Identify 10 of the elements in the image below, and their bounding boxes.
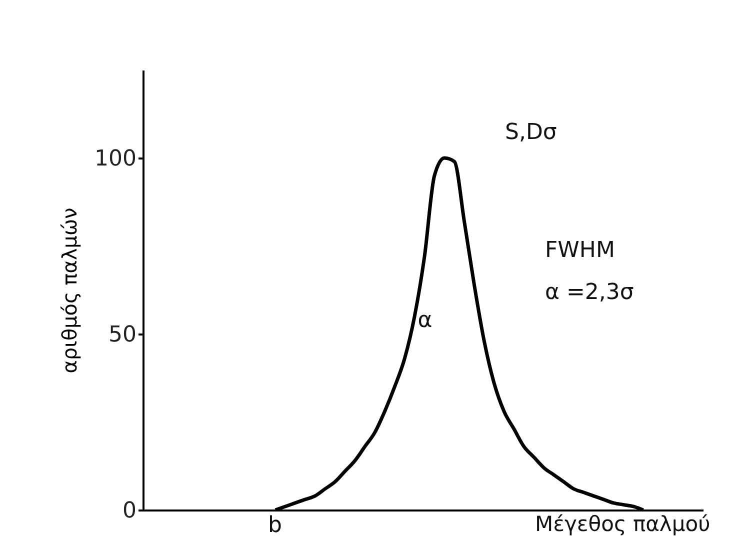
y-axis-title: αριθμός παλμών [58,208,82,374]
y-tick-label: 0 [122,498,136,524]
annotation: FWHM [545,238,615,263]
y-tick-label: 100 [94,146,136,172]
annotation: S,Dσ [505,120,557,145]
text: b [268,513,282,538]
y-tick-label: 50 [108,322,136,348]
x-axis-title: Μέγεθος παλμού [535,512,710,536]
annotation: α [418,308,432,333]
annotation: α =2,3σ [545,280,634,305]
